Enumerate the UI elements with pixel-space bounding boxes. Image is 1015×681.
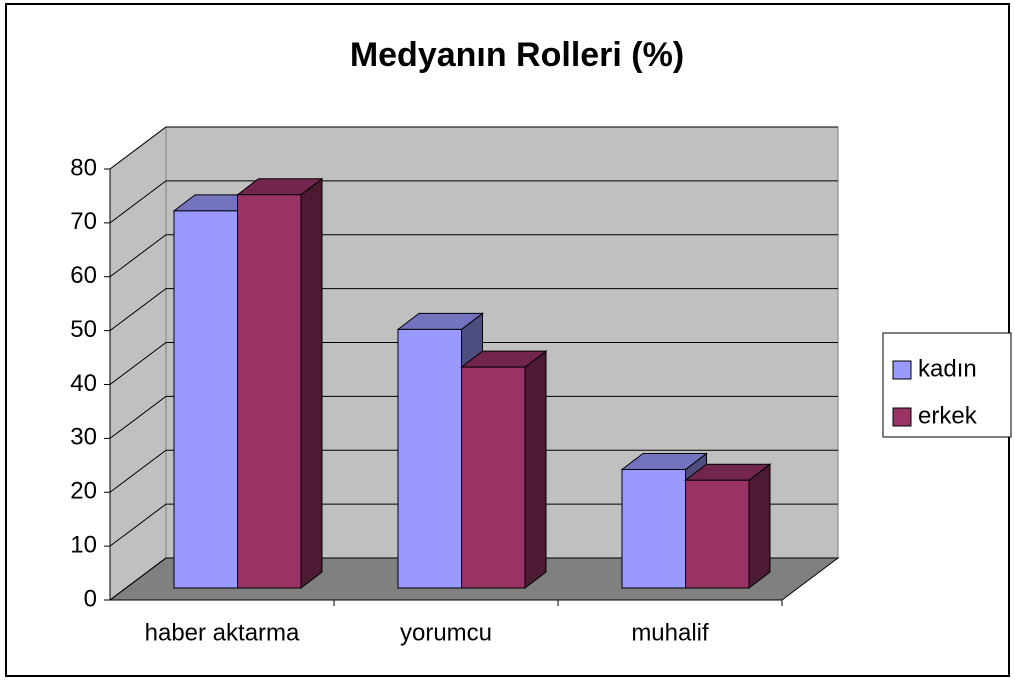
x-tick-label: muhalif <box>631 619 709 646</box>
grid-line <box>109 395 838 439</box>
y-tick-label: 50 <box>70 316 97 343</box>
legend-label: kadın <box>918 355 977 382</box>
y-tick-label: 0 <box>84 585 97 612</box>
y-tick-label: 10 <box>70 531 97 558</box>
legend-swatch <box>892 407 912 427</box>
x-tick-label: haber aktarma <box>145 619 300 646</box>
grid-line <box>109 342 838 385</box>
bar <box>685 479 750 589</box>
bar-side <box>524 350 547 590</box>
y-tick-label: 20 <box>70 478 97 505</box>
legend-label: erkek <box>918 402 978 429</box>
bar <box>461 366 526 589</box>
grid-line <box>109 503 838 547</box>
grid-line <box>109 288 838 332</box>
bar <box>237 194 302 589</box>
grid-line <box>109 234 838 278</box>
bar <box>621 468 686 589</box>
y-tick-label: 30 <box>70 424 97 451</box>
bar-side <box>748 463 771 590</box>
bar-side <box>300 177 323 590</box>
grid-line <box>109 180 838 224</box>
y-tick-label: 40 <box>70 370 97 397</box>
grid-line <box>109 126 838 170</box>
bar <box>397 328 462 589</box>
legend-swatch <box>892 360 912 380</box>
chart-title: Medyanın Rolleri (%) <box>350 36 684 74</box>
y-tick-label: 60 <box>70 262 97 289</box>
grid-line <box>109 449 838 493</box>
x-tick-label: yorumcu <box>400 619 492 646</box>
y-tick-label: 70 <box>70 208 97 235</box>
grid-line <box>109 557 838 601</box>
y-tick-label: 80 <box>70 154 97 181</box>
bar <box>173 210 238 589</box>
